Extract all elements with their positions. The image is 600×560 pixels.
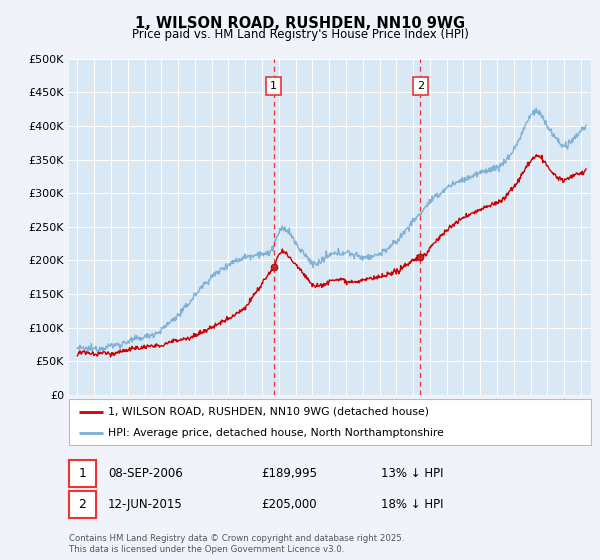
Text: £189,995: £189,995 [261,467,317,480]
Text: 18% ↓ HPI: 18% ↓ HPI [381,498,443,511]
Text: 1: 1 [270,81,277,91]
Text: Contains HM Land Registry data © Crown copyright and database right 2025.
This d: Contains HM Land Registry data © Crown c… [69,534,404,554]
Text: 1: 1 [79,467,86,480]
Text: 13% ↓ HPI: 13% ↓ HPI [381,467,443,480]
Text: Price paid vs. HM Land Registry's House Price Index (HPI): Price paid vs. HM Land Registry's House … [131,28,469,41]
Text: HPI: Average price, detached house, North Northamptonshire: HPI: Average price, detached house, Nort… [108,428,444,438]
Text: 12-JUN-2015: 12-JUN-2015 [108,498,183,511]
Text: 2: 2 [79,498,86,511]
Text: 08-SEP-2006: 08-SEP-2006 [108,467,183,480]
Text: £205,000: £205,000 [261,498,317,511]
Text: 1, WILSON ROAD, RUSHDEN, NN10 9WG (detached house): 1, WILSON ROAD, RUSHDEN, NN10 9WG (detac… [108,407,429,417]
Text: 1, WILSON ROAD, RUSHDEN, NN10 9WG: 1, WILSON ROAD, RUSHDEN, NN10 9WG [135,16,465,31]
Text: 2: 2 [417,81,424,91]
